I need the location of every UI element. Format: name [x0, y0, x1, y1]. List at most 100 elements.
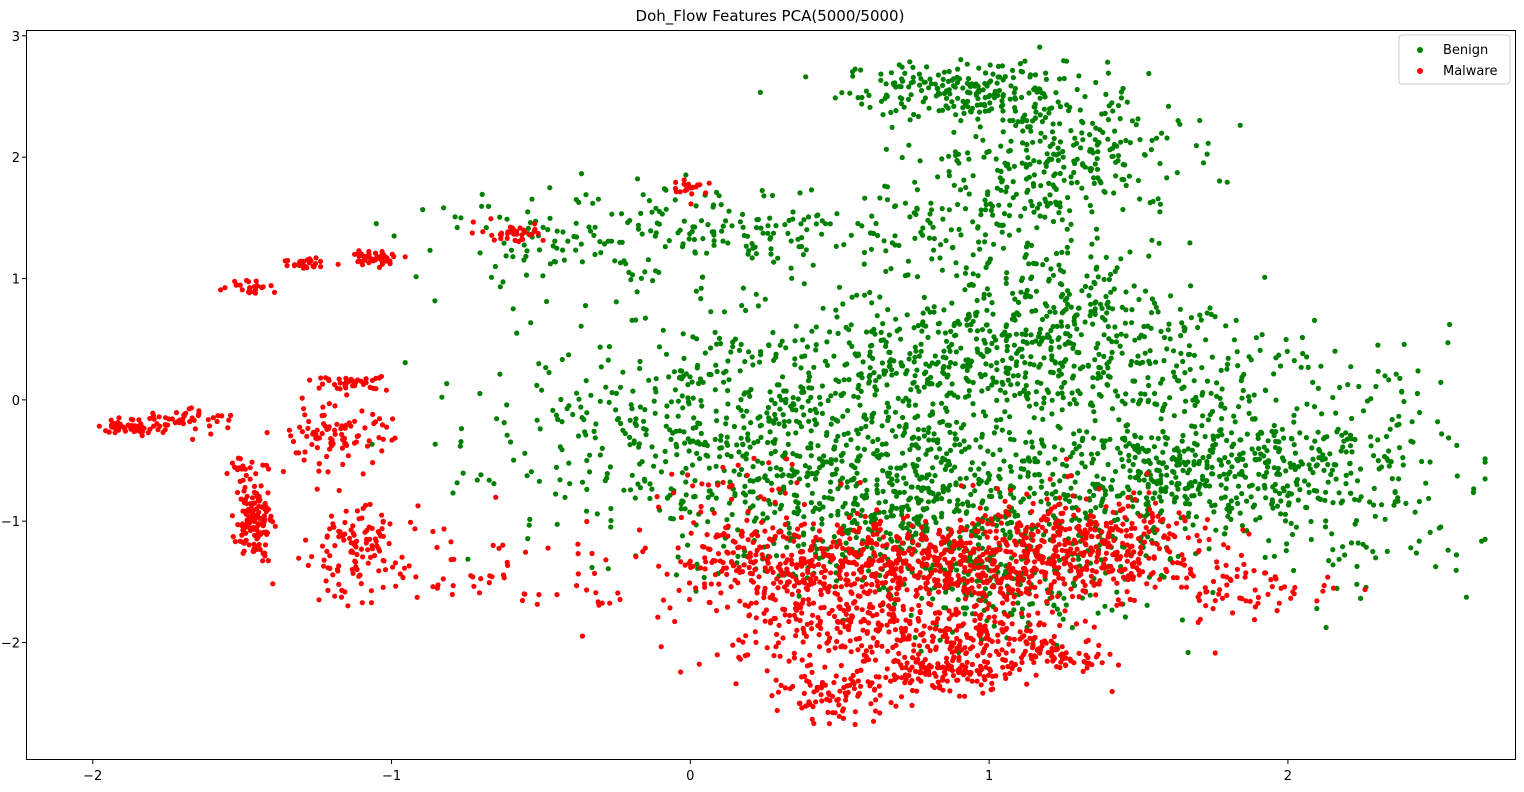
data-point: [1067, 333, 1073, 339]
data-point: [1012, 513, 1018, 519]
data-point: [691, 520, 697, 526]
data-point: [906, 398, 912, 404]
data-point: [1278, 498, 1284, 504]
data-point: [970, 271, 976, 277]
data-point: [1035, 459, 1041, 465]
data-point: [1030, 260, 1037, 266]
data-point: [1174, 462, 1180, 468]
data-point: [1031, 172, 1037, 178]
data-point: [924, 580, 930, 586]
data-point: [1059, 407, 1065, 413]
data-point: [622, 430, 628, 437]
data-point: [579, 479, 586, 485]
data-point: [1015, 381, 1021, 387]
data-point: [1153, 135, 1160, 141]
data-point: [932, 473, 938, 479]
data-point: [1016, 227, 1022, 233]
data-point: [795, 500, 801, 506]
data-point: [1070, 345, 1076, 351]
data-point: [855, 220, 861, 227]
data-point: [791, 509, 797, 515]
data-point: [1080, 137, 1086, 143]
data-point: [773, 644, 779, 650]
data-point: [844, 571, 850, 578]
data-point: [855, 352, 862, 358]
data-point: [1055, 157, 1061, 163]
data-point: [705, 453, 711, 459]
data-point: [753, 251, 760, 257]
data-point: [984, 534, 990, 540]
data-point: [1092, 418, 1098, 424]
data-point: [795, 396, 801, 402]
data-point: [949, 381, 955, 387]
data-point: [664, 403, 670, 409]
data-point: [915, 426, 921, 433]
data-point: [1036, 201, 1043, 207]
data-point: [1269, 428, 1275, 434]
data-point: [653, 230, 659, 236]
data-point: [743, 456, 749, 462]
data-point: [1082, 510, 1088, 516]
data-point: [942, 571, 948, 577]
data-point: [820, 462, 826, 468]
data-point: [1191, 459, 1197, 465]
data-point: [544, 298, 550, 305]
data-point: [1031, 104, 1037, 110]
data-point: [848, 549, 855, 555]
data-point: [880, 468, 886, 474]
data-point: [1033, 109, 1039, 115]
data-point: [676, 375, 683, 381]
data-point: [583, 378, 589, 384]
data-point: [685, 382, 691, 388]
data-point: [522, 450, 528, 456]
data-point: [1146, 458, 1152, 464]
data-point: [968, 466, 974, 472]
data-point: [543, 365, 549, 371]
data-point: [899, 540, 905, 546]
data-point: [992, 88, 998, 94]
data-point: [884, 514, 890, 520]
data-point: [1197, 312, 1203, 318]
data-point: [991, 584, 997, 590]
data-point: [983, 361, 989, 367]
data-point: [867, 104, 873, 110]
data-point: [723, 218, 729, 224]
data-point: [1109, 145, 1116, 151]
data-point: [813, 575, 819, 582]
data-point: [1117, 343, 1123, 349]
data-point: [1039, 119, 1045, 125]
data-point: [777, 653, 783, 659]
data-point: [876, 536, 883, 542]
data-point: [1023, 244, 1030, 250]
data-point: [527, 220, 534, 226]
data-point: [1054, 606, 1060, 612]
data-point: [1148, 476, 1154, 482]
data-point: [1198, 317, 1204, 323]
data-point: [939, 206, 945, 212]
data-point: [893, 316, 899, 322]
data-point: [969, 528, 975, 535]
data-point: [812, 417, 818, 423]
data-point: [1175, 486, 1181, 492]
data-point: [808, 440, 814, 447]
data-point: [874, 477, 880, 483]
data-point: [883, 81, 889, 87]
data-point: [1000, 117, 1006, 123]
data-point: [1088, 573, 1094, 579]
data-point: [906, 356, 912, 362]
data-point: [912, 235, 918, 241]
data-point: [719, 228, 725, 234]
data-point: [681, 429, 687, 435]
data-point: [832, 444, 838, 450]
data-point: [1057, 611, 1063, 617]
data-point: [1004, 549, 1010, 555]
data-point: [1037, 138, 1043, 144]
data-point: [745, 554, 752, 560]
data-point: [609, 238, 615, 244]
data-point: [1013, 452, 1019, 458]
data-point: [1396, 413, 1402, 419]
data-point: [977, 246, 983, 252]
data-point: [765, 223, 771, 229]
data-point: [1105, 461, 1111, 468]
data-point: [747, 393, 753, 399]
